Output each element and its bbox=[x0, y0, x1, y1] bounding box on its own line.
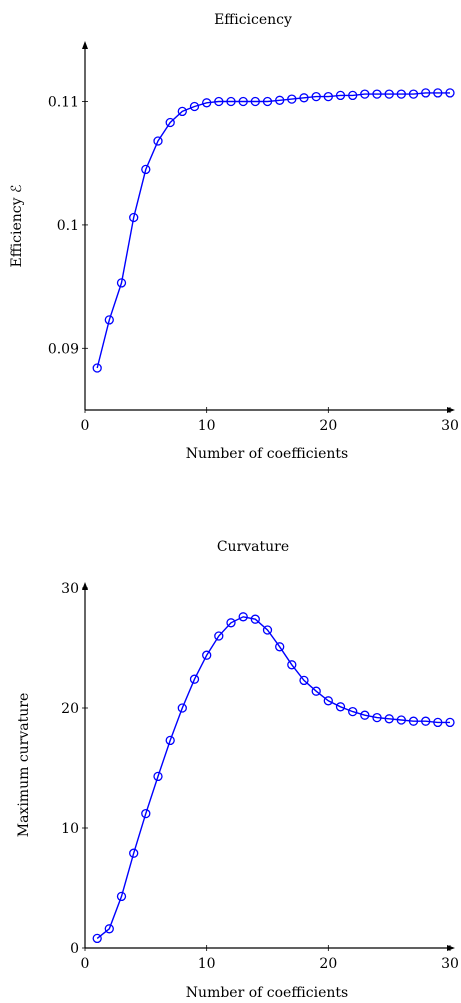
data-point bbox=[360, 89, 370, 99]
data-point bbox=[433, 88, 443, 98]
y-axis-label: Efficiency ℰ bbox=[9, 185, 25, 268]
data-points bbox=[92, 612, 455, 944]
data-point bbox=[408, 89, 419, 99]
data-point bbox=[92, 933, 102, 944]
data-point bbox=[238, 612, 248, 622]
data-points bbox=[92, 88, 455, 373]
data-point bbox=[299, 93, 309, 103]
x-axis-label: Number of coefficients bbox=[186, 446, 348, 462]
data-point bbox=[384, 89, 394, 99]
data-point bbox=[226, 96, 236, 107]
x-tick-label: 0 bbox=[81, 418, 90, 434]
data-point bbox=[262, 625, 273, 635]
data-point bbox=[116, 278, 127, 288]
data-point bbox=[323, 91, 333, 102]
y-tick-label: 0 bbox=[70, 941, 79, 957]
x-axis-arrow bbox=[447, 407, 455, 413]
data-point bbox=[421, 716, 431, 726]
data-point bbox=[189, 674, 200, 684]
data-point bbox=[421, 88, 431, 98]
data-point bbox=[202, 650, 212, 660]
x-tick-label: 30 bbox=[441, 418, 459, 434]
y-tick-label: 0.11 bbox=[48, 95, 79, 111]
data-point bbox=[445, 88, 455, 98]
chart-title: Curvature bbox=[217, 539, 289, 555]
data-point bbox=[348, 90, 358, 101]
data-point bbox=[129, 848, 139, 858]
data-point bbox=[177, 106, 187, 117]
data-point bbox=[250, 96, 260, 107]
y-tick-label: 20 bbox=[61, 701, 79, 717]
data-point bbox=[165, 117, 175, 128]
data-point bbox=[92, 363, 102, 373]
data-point bbox=[141, 808, 151, 819]
data-point bbox=[116, 891, 127, 902]
data-point bbox=[299, 675, 309, 686]
data-point bbox=[177, 703, 187, 713]
data-point bbox=[129, 212, 139, 223]
series-line bbox=[96, 616, 450, 939]
data-point bbox=[214, 631, 224, 641]
curvature-chart: Curvature 0 10 20 30 0 10 20 30 Number of coeff… bbox=[16, 539, 459, 1001]
series-line bbox=[96, 92, 450, 369]
y-tick-label: 30 bbox=[61, 581, 79, 597]
data-point bbox=[262, 96, 273, 107]
data-point bbox=[335, 90, 346, 101]
chart-title: Efficicency bbox=[214, 12, 292, 28]
data-point bbox=[141, 164, 151, 175]
data-point bbox=[238, 96, 248, 107]
data-point bbox=[153, 136, 163, 146]
x-axis-arrow bbox=[447, 945, 455, 951]
data-point bbox=[275, 95, 285, 105]
data-point bbox=[408, 716, 419, 726]
data-point bbox=[396, 715, 406, 725]
data-point bbox=[335, 702, 346, 712]
x-tick-label: 10 bbox=[198, 956, 216, 972]
data-point bbox=[153, 771, 163, 782]
data-point bbox=[275, 642, 285, 652]
x-tick-label: 30 bbox=[441, 956, 459, 972]
data-point bbox=[360, 710, 370, 720]
x-tick-label: 20 bbox=[319, 418, 337, 434]
data-point bbox=[384, 714, 394, 724]
y-axis-label: Maximum curvature bbox=[16, 693, 32, 838]
data-point bbox=[226, 618, 236, 628]
x-tick-label: 20 bbox=[319, 956, 337, 972]
y-tick-label: 0.1 bbox=[57, 218, 79, 234]
x-axis-label: Number of coefficients bbox=[186, 985, 348, 1001]
y-tick-label: 0.09 bbox=[48, 341, 79, 357]
data-point bbox=[104, 315, 114, 325]
x-tick-label: 10 bbox=[198, 418, 216, 434]
data-point bbox=[323, 696, 333, 706]
data-point bbox=[287, 94, 297, 104]
efficiency-chart: Efficicency 0 10 20 30 0.09 0.1 0.11 Number of… bbox=[9, 12, 459, 462]
data-point bbox=[433, 717, 443, 728]
data-point bbox=[202, 98, 212, 108]
y-axis-arrow bbox=[82, 41, 88, 49]
data-point bbox=[165, 735, 175, 746]
ticks: 0 10 20 30 0.09 0.1 0.11 bbox=[48, 95, 459, 434]
data-point bbox=[348, 706, 358, 717]
data-point bbox=[189, 101, 200, 112]
data-point bbox=[104, 924, 114, 934]
data-point bbox=[311, 91, 321, 102]
y-axis-arrow bbox=[82, 582, 88, 590]
data-point bbox=[214, 96, 224, 107]
data-point bbox=[372, 712, 382, 723]
y-tick-label: 10 bbox=[61, 821, 79, 837]
data-point bbox=[287, 660, 297, 670]
data-point bbox=[372, 89, 382, 99]
ticks: 0 10 20 30 0 10 20 30 bbox=[61, 581, 459, 972]
data-point bbox=[311, 686, 321, 696]
data-point bbox=[250, 614, 260, 624]
data-point bbox=[396, 89, 406, 99]
data-point bbox=[445, 717, 455, 728]
x-tick-label: 0 bbox=[81, 956, 90, 972]
